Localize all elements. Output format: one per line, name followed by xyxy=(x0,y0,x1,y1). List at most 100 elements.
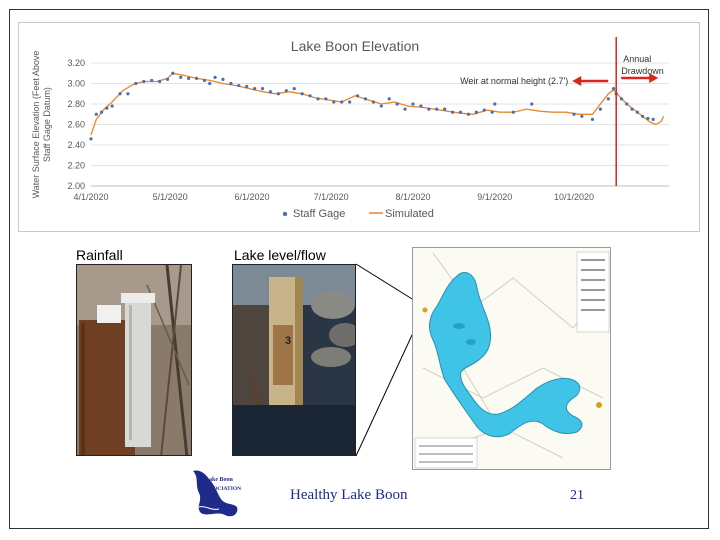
staff-gage-point xyxy=(213,75,217,79)
y-tick-label: 3.20 xyxy=(67,58,85,68)
x-tick-label: 5/1/2020 xyxy=(153,192,188,202)
staff-gage-point xyxy=(379,104,383,108)
staff-gage-point xyxy=(641,114,645,118)
weir-annotation: Weir at normal height (2.7') xyxy=(460,76,568,86)
staff-gage-point xyxy=(134,81,138,86)
elevation-chart: Lake Boon Elevation 2.00 2.20 2.40 2.60 2.80 3… xyxy=(18,22,700,232)
staff-gage-point xyxy=(482,108,486,112)
staff-gage-point xyxy=(411,102,415,106)
staff-gage-point xyxy=(395,102,399,106)
staff-gage-point xyxy=(99,110,104,114)
staff-gage-point xyxy=(651,117,655,121)
staff-gage-point xyxy=(276,92,280,96)
lake-map-picture xyxy=(413,248,610,469)
staff-gage-point xyxy=(260,87,265,91)
drawdown-arrow-head xyxy=(649,73,659,83)
lake-level-label: Lake level/flow xyxy=(234,247,326,263)
y-tick-label: 3.00 xyxy=(67,79,85,89)
page-number: 21 xyxy=(570,488,584,503)
staff-gage-point xyxy=(625,102,629,106)
legend-simulated-label: Simulated xyxy=(385,208,434,220)
logo-line1: Lake Boon xyxy=(205,477,233,483)
slide-frame xyxy=(9,9,709,529)
logo-line2: ASSOCIATION xyxy=(203,486,242,492)
rain-gauge-picture xyxy=(77,265,191,455)
staff-gage-point xyxy=(187,76,191,80)
staff-gage-point xyxy=(94,112,98,116)
staff-gage-point xyxy=(110,104,114,108)
drawdown-label-line1: Annual xyxy=(623,54,651,64)
y-tick-label: 2.60 xyxy=(67,120,85,130)
staff-gage-point xyxy=(340,100,344,104)
staff-gage-point xyxy=(387,97,391,101)
staff-gage-point xyxy=(308,94,312,98)
y-tick-label: 2.40 xyxy=(67,140,85,150)
staff-gage-point xyxy=(466,112,471,116)
staff-gage-point xyxy=(450,110,455,114)
lake-map xyxy=(412,247,611,470)
staff-gage-point xyxy=(572,112,576,116)
chart-svg: Lake Boon Elevation 2.00 2.20 2.40 2.60 2.80 3… xyxy=(31,37,669,220)
x-tick-label: 7/1/2020 xyxy=(314,192,349,202)
staff-gage-point xyxy=(208,81,212,86)
staff-gage-point xyxy=(165,77,170,81)
y-tick-label: 2.20 xyxy=(67,161,85,171)
staff-gage-point xyxy=(443,107,447,111)
weir-arrow-head xyxy=(572,76,582,86)
staff-gage-point xyxy=(292,87,296,91)
staff-gage-point xyxy=(619,97,624,101)
staff-gage-point xyxy=(427,107,431,111)
staff-gage-point xyxy=(202,78,207,83)
staff-gage-point xyxy=(419,104,423,108)
staff-gage-point xyxy=(158,79,162,84)
gage-digit: 3 xyxy=(285,335,292,347)
y-axis-label-line2: Staff Gage Datum) xyxy=(42,87,52,162)
staff-gage-point xyxy=(458,110,463,114)
footer-title: Healthy Lake Boon xyxy=(290,487,408,503)
staff-gage-point xyxy=(635,110,639,114)
staff-gage-point xyxy=(300,92,304,96)
staff-gage-point xyxy=(490,110,494,114)
staff-gage-point xyxy=(118,92,122,96)
staff-gage-point xyxy=(646,116,650,120)
staff-gage-point xyxy=(253,87,257,91)
simulated-series-line xyxy=(90,72,665,136)
staff-gage-point xyxy=(403,107,407,111)
staff-gage-point xyxy=(630,107,634,111)
staff-gage-point xyxy=(511,110,515,114)
staff-gage-point xyxy=(268,90,273,94)
staff-gage-point xyxy=(363,97,368,101)
chart-title: Lake Boon Elevation xyxy=(291,38,419,54)
staff-gage-point xyxy=(221,77,225,81)
staff-gage-point xyxy=(171,71,175,75)
staff-gage-point xyxy=(435,107,439,111)
drawdown-label-line2: Drawdown xyxy=(621,66,664,76)
staff-gage-point xyxy=(598,107,602,111)
x-tick-label: 10/1/2020 xyxy=(554,192,594,202)
x-tick-label: 4/1/2020 xyxy=(73,192,108,202)
staff-gage-point xyxy=(105,106,109,110)
legend-staff-gage-label: Staff Gage xyxy=(293,208,345,220)
staff-gage-point xyxy=(355,94,360,98)
staff-gage-point xyxy=(237,83,241,88)
staff-gage-point xyxy=(590,117,595,121)
y-tick-label: 2.80 xyxy=(67,99,85,109)
staff-gage-point xyxy=(332,100,336,104)
staff-gage-point xyxy=(229,81,233,86)
staff-gage-point xyxy=(89,137,93,141)
rainfall-photo xyxy=(76,264,192,456)
staff-gage-point xyxy=(316,97,320,101)
staff-gage-point xyxy=(474,110,478,114)
staff-gage-point xyxy=(530,102,534,106)
staff-gage-point xyxy=(324,97,328,101)
staff-gage-point xyxy=(371,100,376,104)
staff-gage-point xyxy=(493,102,497,106)
staff-gage-point xyxy=(179,75,183,79)
staff-gage-point xyxy=(194,76,199,80)
lake-boon-association-logo: Lake Boon ASSOCIATION xyxy=(185,467,245,523)
staff-gage-picture xyxy=(233,265,355,455)
staff-gage-point xyxy=(150,78,154,83)
staff-gage-point xyxy=(284,89,288,93)
staff-gage-photo: 3 xyxy=(232,264,356,456)
